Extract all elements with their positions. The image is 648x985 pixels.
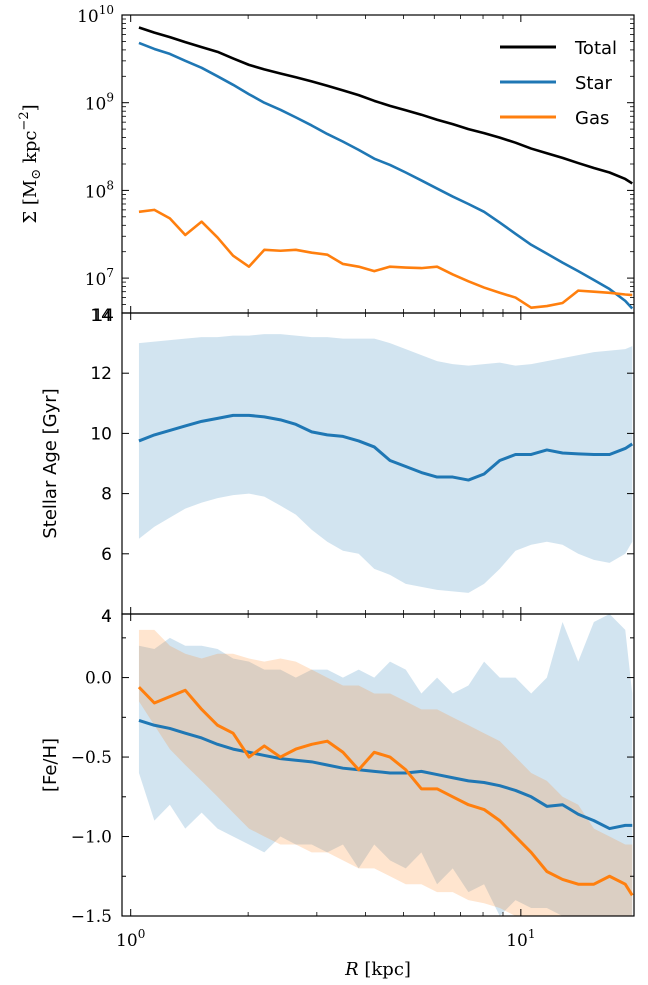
tick-exponent: 0: [138, 927, 146, 941]
x-axis-label: R [kpc]: [344, 959, 411, 980]
series-group: [138, 334, 634, 593]
line-age: [138, 413, 634, 482]
y-ticks: [122, 637, 634, 917]
x-ticks: [130, 313, 522, 614]
y-axis-label: [Fe/H]: [40, 738, 61, 792]
legend-label-gas: Gas: [575, 108, 609, 129]
tick-base: 10: [506, 931, 528, 951]
tick-base: 10: [77, 7, 99, 27]
tick-base: 10: [85, 270, 107, 290]
band-star: [138, 614, 633, 916]
y-axis-label: Σ [M⊙ kpc−2]: [17, 104, 44, 223]
y-tick-label: 108: [85, 178, 114, 202]
legend-label-star: Star: [575, 73, 613, 94]
y-tick-label-bottom: 14: [92, 306, 114, 326]
age-band: [138, 334, 633, 593]
x-tick-label: 100: [116, 927, 145, 951]
y-tick-label: −0.5: [71, 748, 112, 768]
tick-base: 10: [85, 182, 107, 202]
x-ticks: [130, 15, 522, 313]
stellar-age-panel: 6 8 10 12 14 4 Stellar Age [Gyr]: [40, 306, 635, 627]
tick-base: 10: [85, 95, 107, 115]
y-tick-label: 10: [90, 424, 112, 444]
tick-base: 10: [116, 931, 138, 951]
y-tick-label: 1010: [77, 3, 114, 27]
x-ticks: [130, 614, 522, 916]
series-lines: [138, 26, 634, 310]
line-star: [138, 719, 633, 831]
legend: Total Star Gas: [500, 38, 617, 129]
y-tick-label-bottom: 4: [101, 607, 112, 627]
y-tick-label: 8: [101, 485, 112, 505]
x-tick-label: 101: [506, 927, 535, 951]
y-tick-label: −1.0: [71, 828, 112, 848]
y-ticks: [122, 14, 634, 314]
y-axis-label: Stellar Age [Gyr]: [40, 388, 61, 538]
y-tick-label: 12: [90, 364, 112, 384]
tick-exponent: 8: [106, 178, 114, 192]
y-tick-label: 109: [85, 91, 114, 115]
metallicity-frame: [121, 613, 635, 917]
line-total: [138, 26, 633, 185]
series-group: [137, 614, 634, 916]
y-tick-label-top: 14: [90, 306, 112, 326]
y-tick-label-top: 4: [101, 607, 112, 627]
y-tick-label: 0.0: [85, 669, 112, 689]
surface-density-frame: [121, 14, 635, 314]
tick-exponent: 1: [528, 927, 536, 941]
tick-exponent: 9: [106, 91, 114, 105]
y-tick-label: 6: [101, 545, 112, 565]
line-gas: [137, 686, 634, 897]
line-gas: [138, 208, 633, 309]
line-star: [138, 41, 634, 310]
tick-exponent: 10: [99, 3, 114, 17]
y-tick-label: −1.5: [71, 907, 112, 927]
legend-label-total: Total: [574, 38, 617, 59]
tick-exponent: 7: [106, 266, 114, 280]
y-tick-label: 107: [85, 266, 114, 290]
